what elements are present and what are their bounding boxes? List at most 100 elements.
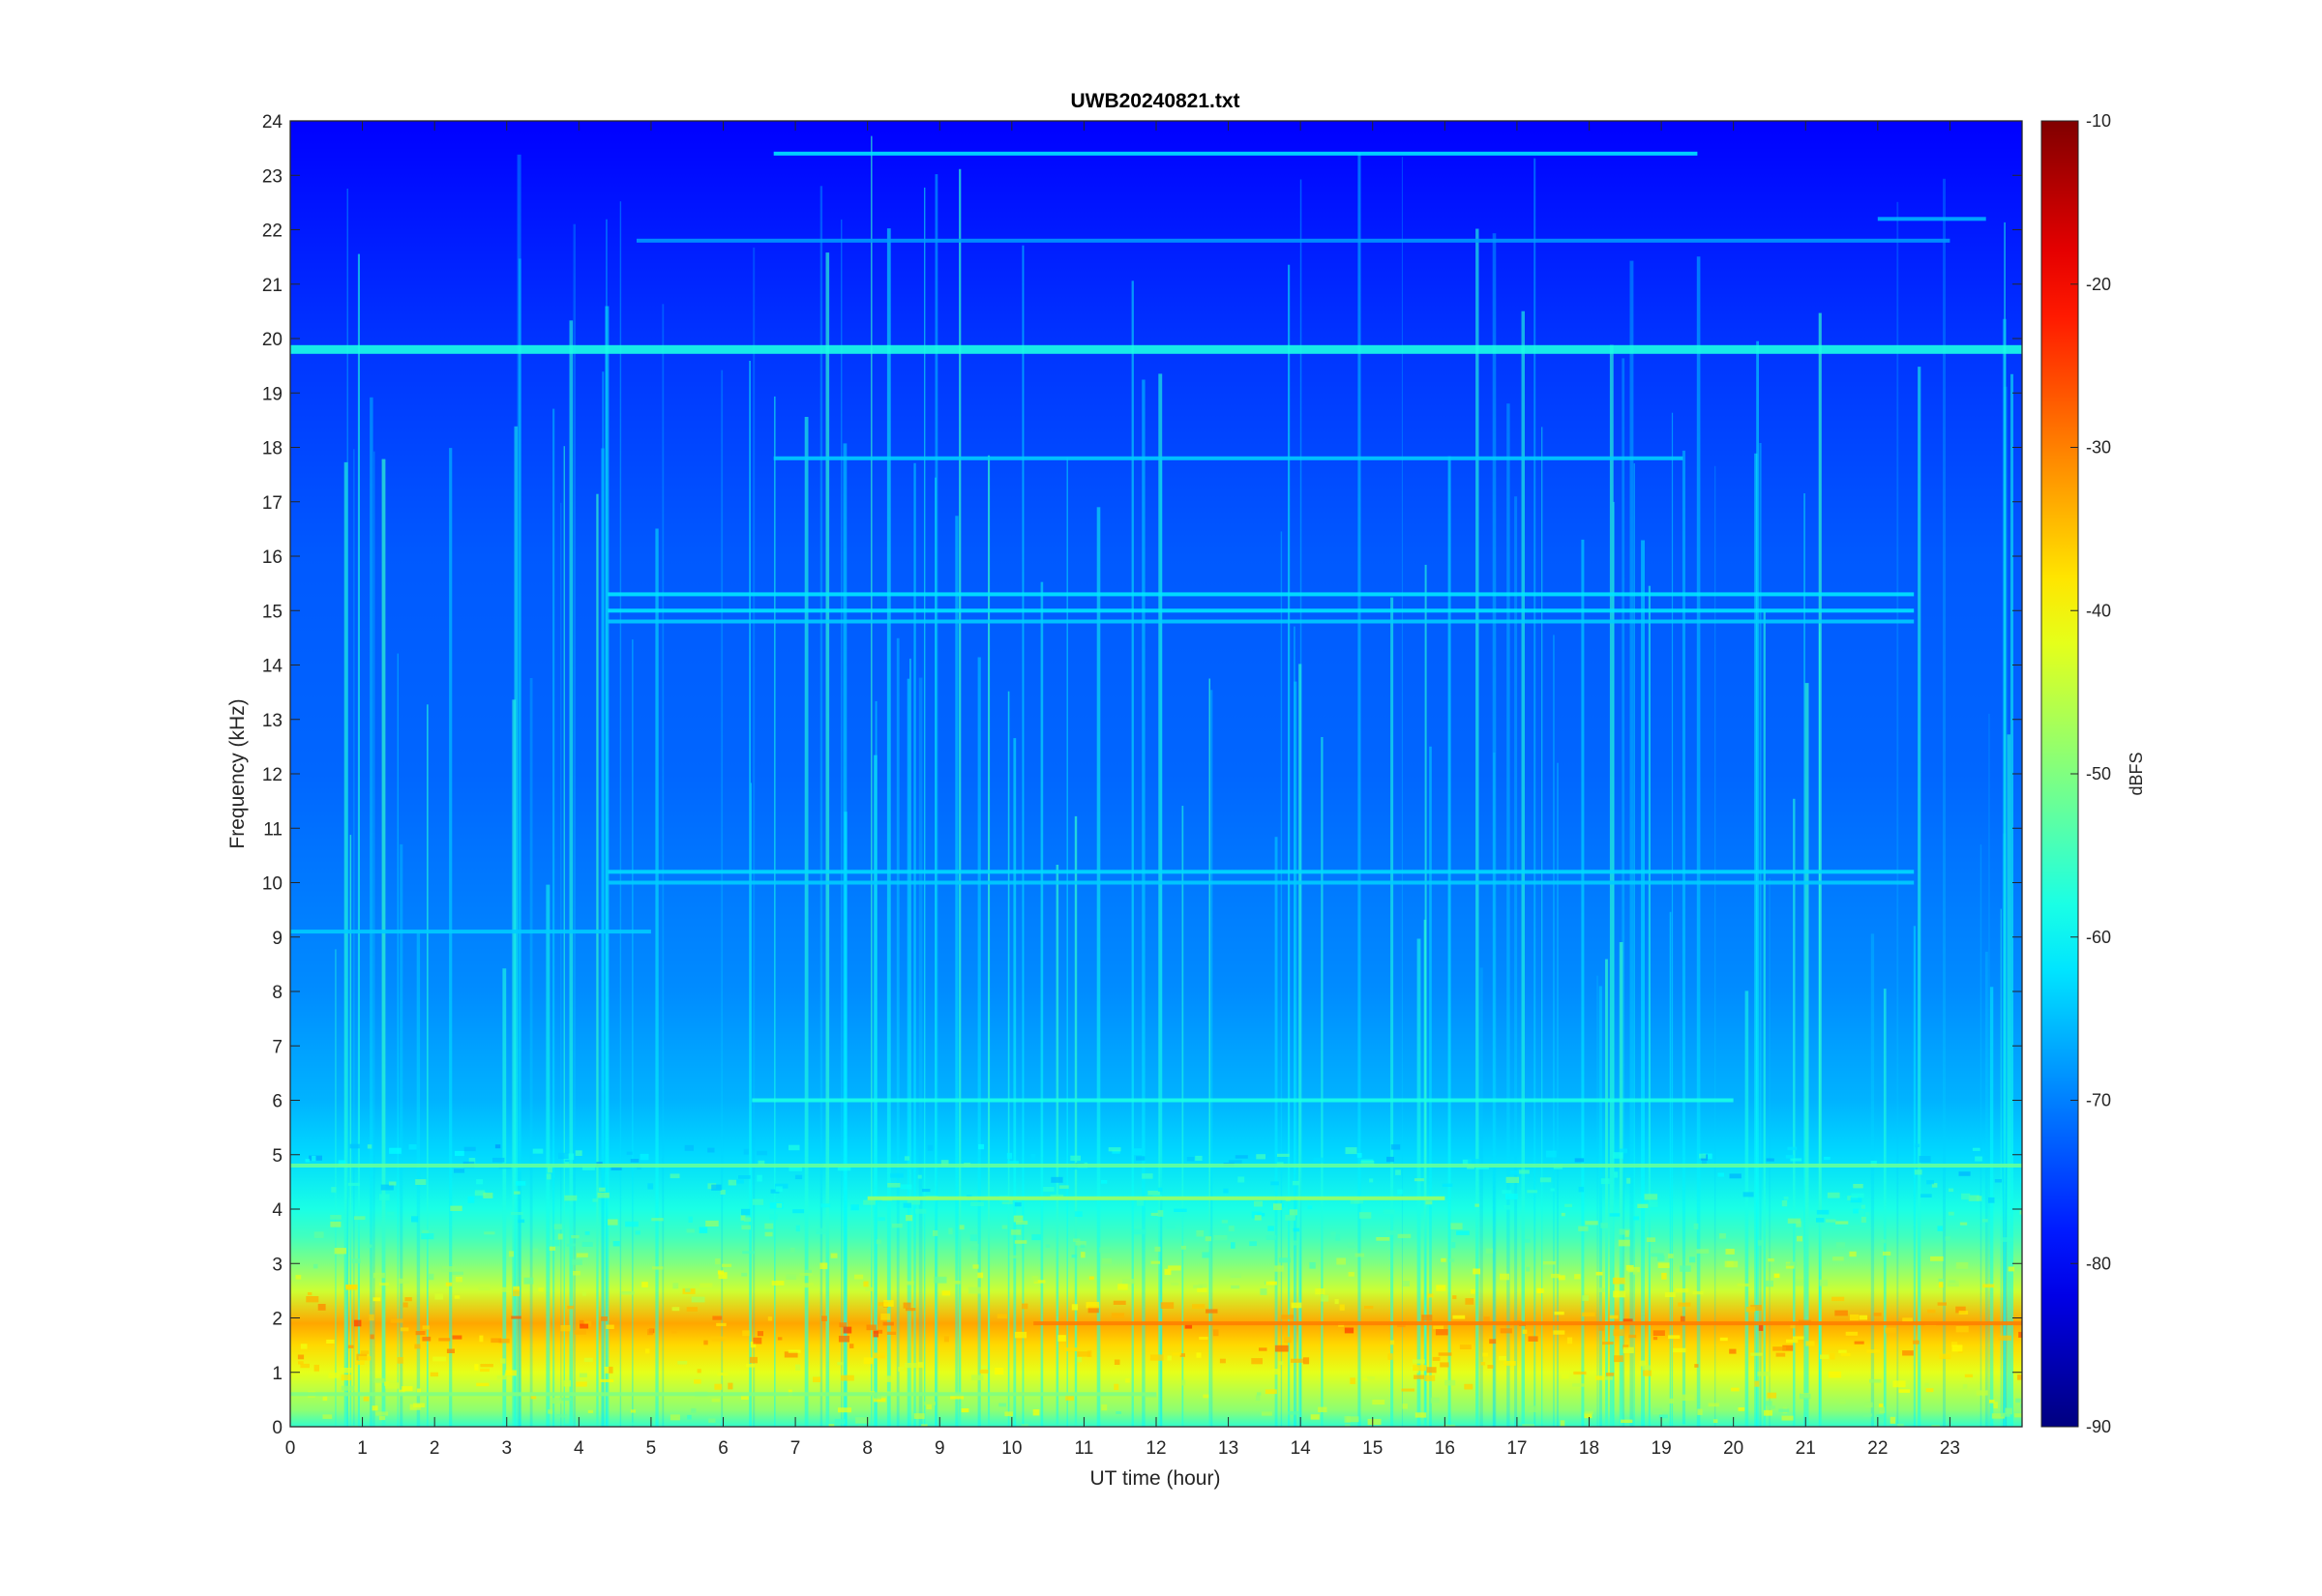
- speckle: [886, 1331, 897, 1335]
- impulse-streak: [1521, 310, 1525, 1427]
- speckle: [387, 1211, 395, 1217]
- speckle: [1403, 1281, 1410, 1286]
- speckle: [1924, 1382, 1929, 1388]
- speckle: [422, 1229, 429, 1234]
- speckle: [904, 1156, 910, 1161]
- speckle: [1793, 1336, 1804, 1340]
- speckle: [1775, 1352, 1786, 1357]
- speckle: [1598, 1325, 1604, 1331]
- impulse-streak: [1759, 443, 1762, 1427]
- spectrogram-background: [290, 121, 2022, 1427]
- speckle: [480, 1368, 490, 1373]
- speckle: [1959, 1222, 1968, 1226]
- speckle: [1451, 1242, 1456, 1249]
- speckle: [686, 1307, 698, 1312]
- speckle: [954, 1281, 961, 1285]
- speckle: [630, 1159, 640, 1163]
- y-tick-label: 10: [262, 874, 283, 895]
- speckle: [575, 1150, 582, 1156]
- speckle: [511, 1315, 521, 1319]
- speckle: [1881, 1239, 1887, 1244]
- impulse-streak: [1357, 153, 1361, 1427]
- speckle: [397, 1357, 403, 1364]
- speckle: [933, 1230, 938, 1236]
- impulse-streak: [397, 653, 399, 1427]
- speckle: [1939, 1353, 1951, 1359]
- speckle: [1444, 1379, 1456, 1386]
- speckle: [1033, 1280, 1046, 1284]
- speckle: [1334, 1299, 1339, 1305]
- impulse-streak: [632, 639, 634, 1427]
- narrowband-line: [773, 151, 1698, 156]
- impulse-streak: [1598, 986, 1602, 1427]
- speckle: [592, 1198, 599, 1202]
- speckle: [837, 1166, 851, 1171]
- speckle: [934, 1276, 947, 1284]
- speckle: [1251, 1211, 1263, 1219]
- speckle: [1694, 1364, 1699, 1368]
- speckle: [370, 1334, 374, 1340]
- speckle: [1223, 1188, 1229, 1194]
- impulse-streak: [1475, 228, 1479, 1427]
- speckle: [452, 1335, 462, 1340]
- speckle: [351, 1258, 361, 1263]
- impulse-streak: [1641, 540, 1645, 1427]
- impulse-streak: [1158, 373, 1163, 1427]
- colorbar-tick-label: -10: [2086, 111, 2111, 131]
- speckle: [1982, 1284, 1995, 1288]
- impulse-streak: [1533, 158, 1536, 1427]
- speckle: [1221, 1220, 1229, 1224]
- speckle: [557, 1233, 563, 1240]
- speckle: [722, 1263, 732, 1267]
- narrowband-line: [608, 870, 1915, 874]
- speckle: [1955, 1262, 1969, 1269]
- y-tick-label: 5: [272, 1146, 283, 1167]
- speckle: [854, 1274, 864, 1280]
- speckle: [1680, 1315, 1685, 1322]
- speckle: [921, 1424, 928, 1427]
- speckle: [1414, 1412, 1427, 1418]
- speckle: [1675, 1288, 1689, 1293]
- speckle: [1961, 1193, 1971, 1200]
- colorbar-tick-label: -80: [2086, 1254, 2111, 1273]
- speckle: [1444, 1424, 1456, 1427]
- impulse-streak: [1131, 281, 1134, 1427]
- speckle: [572, 1258, 582, 1265]
- impulse-streak: [449, 448, 453, 1427]
- speckle: [1386, 1156, 1394, 1163]
- impulse-streak: [546, 884, 551, 1427]
- speckle: [1948, 1211, 1954, 1216]
- speckle: [1468, 1159, 1481, 1165]
- speckle: [1249, 1241, 1257, 1247]
- speckle: [728, 1382, 733, 1390]
- speckle: [580, 1323, 589, 1329]
- y-tick-label: 11: [263, 819, 283, 840]
- speckle: [672, 1283, 679, 1289]
- x-tick-label: 3: [501, 1438, 512, 1459]
- speckle: [313, 1231, 324, 1238]
- narrowband-line: [752, 1098, 1734, 1103]
- colorbar-tick-label: -50: [2086, 764, 2111, 783]
- speckle: [1862, 1413, 1873, 1417]
- speckle: [1861, 1204, 1865, 1209]
- y-tick-label: 18: [262, 439, 283, 459]
- impulse-streak: [1492, 233, 1497, 1427]
- speckle: [1287, 1411, 1300, 1415]
- speckle: [1433, 1325, 1444, 1330]
- speckle: [1962, 1384, 1968, 1390]
- speckle: [1080, 1244, 1086, 1248]
- impulse-streak: [601, 448, 605, 1427]
- impulse-streak: [1754, 453, 1758, 1427]
- speckle: [1927, 1309, 1936, 1314]
- speckle: [837, 1362, 844, 1366]
- speckle: [452, 1271, 463, 1276]
- speckle: [1931, 1183, 1938, 1188]
- speckle: [1554, 1311, 1564, 1315]
- colorbar-tick-label: -20: [2086, 275, 2111, 294]
- speckle: [417, 1388, 422, 1394]
- speckle: [1065, 1394, 1074, 1401]
- impulse-streak: [1514, 496, 1518, 1427]
- speckle: [1354, 1253, 1365, 1257]
- speckle: [1134, 1228, 1146, 1235]
